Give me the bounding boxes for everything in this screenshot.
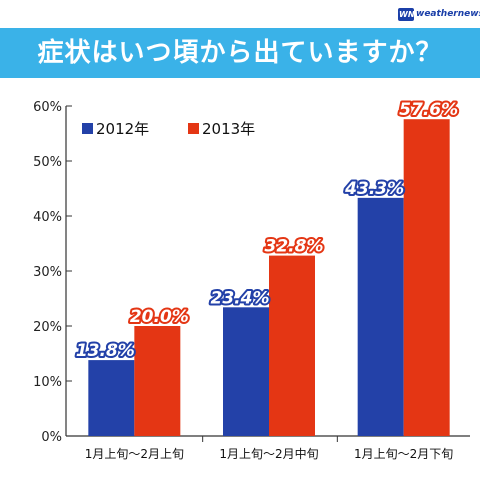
weathernews-logo-icon: WN [398, 8, 415, 21]
y-tick-label: 40% [33, 210, 62, 225]
data-label: 13.8% [76, 341, 135, 361]
bar [223, 307, 269, 436]
legend-swatch [82, 123, 93, 134]
legend-label: 2013年 [202, 120, 255, 138]
data-label: 32.8% [265, 237, 324, 257]
bar [269, 255, 315, 436]
bar [403, 119, 450, 436]
x-tick-label: 1月上旬〜2月中旬 [219, 446, 318, 461]
chart-title: 症状はいつ頃から出ていますか？ [37, 38, 443, 68]
bar [134, 326, 181, 436]
bar [88, 360, 135, 436]
y-tick-label: 60% [33, 100, 62, 115]
legend-swatch [188, 123, 199, 134]
bar [357, 197, 404, 436]
y-tick-label: 0% [41, 430, 62, 445]
y-tick-label: 30% [33, 265, 62, 280]
data-label: 20.0% [130, 307, 189, 327]
data-label: 57.6% [399, 100, 458, 120]
y-tick-label: 50% [33, 155, 62, 170]
y-tick-label: 20% [33, 320, 62, 335]
title-banner [0, 28, 480, 78]
data-label: 43.3% [344, 179, 404, 199]
brand-name: weathernews [416, 9, 480, 19]
y-tick-label: 10% [33, 375, 62, 390]
x-tick-label: 1月上旬〜2月下旬 [354, 447, 453, 461]
brand-logo-text: WN [399, 10, 415, 19]
data-label: 23.4% [211, 288, 270, 308]
x-tick-label: 1月上旬〜2月上旬 [85, 447, 184, 461]
brand-badge: WN weathernews [380, 0, 480, 28]
legend-label: 2012年 [96, 120, 149, 138]
